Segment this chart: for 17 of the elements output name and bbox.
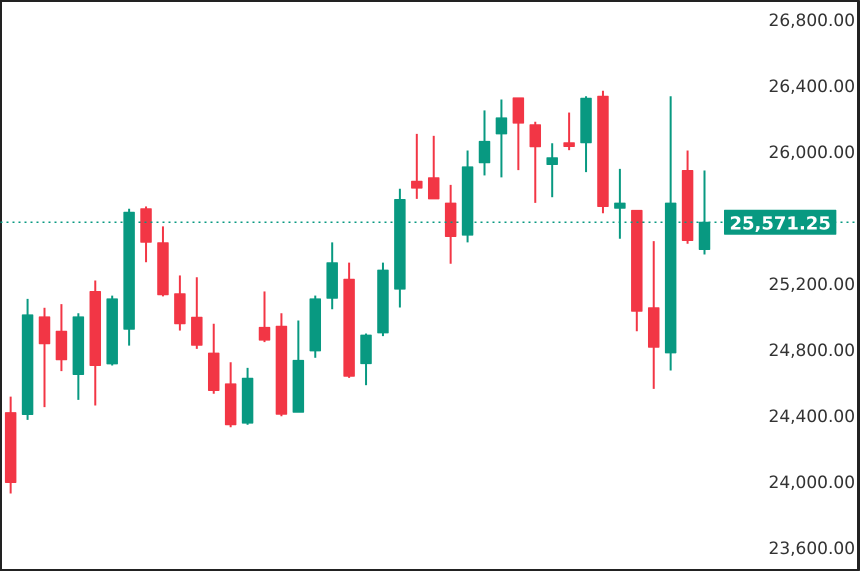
y-tick-label: 26,000.00 bbox=[768, 143, 856, 163]
y-tick-label: 26,800.00 bbox=[768, 10, 856, 31]
y-tick-label: 26,400.00 bbox=[768, 76, 856, 97]
candlestick bbox=[428, 134, 440, 200]
y-tick-label: 24,000.00 bbox=[768, 473, 856, 494]
candlestick bbox=[563, 112, 575, 152]
y-tick-label: 25,200.00 bbox=[768, 275, 856, 296]
candlestick bbox=[496, 98, 508, 178]
y-tick-label: 23,600.00 bbox=[768, 539, 856, 560]
ref-line-label: 25,571.25 bbox=[730, 213, 831, 234]
y-tick-label: 24,400.00 bbox=[768, 407, 856, 428]
candlestick bbox=[258, 290, 270, 344]
y-tick-label: 24,800.00 bbox=[768, 341, 856, 362]
candlestick bbox=[411, 132, 423, 200]
candlestick bbox=[530, 120, 542, 204]
candlestick bbox=[546, 142, 558, 198]
candlestick bbox=[478, 109, 490, 176]
